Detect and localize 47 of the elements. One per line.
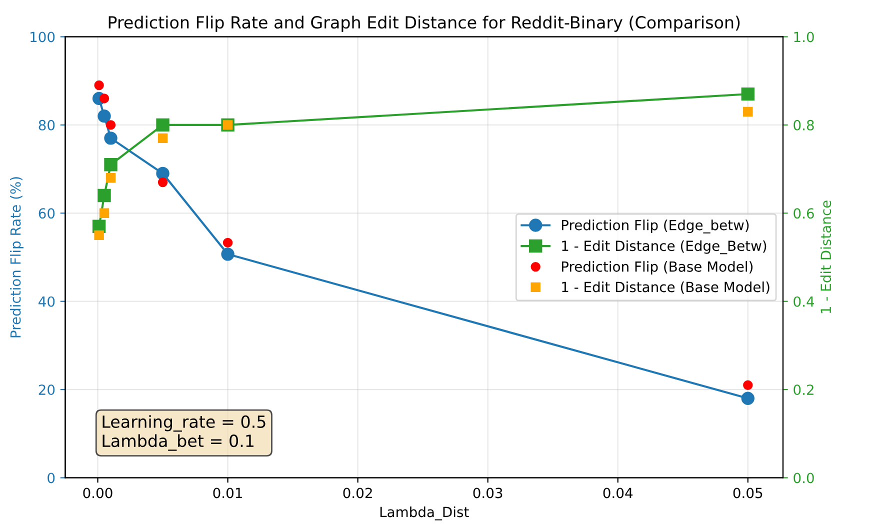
point — [94, 230, 104, 240]
point — [158, 177, 168, 188]
y2-tick-label: 0.0 — [794, 472, 814, 484]
point — [98, 188, 111, 202]
point — [99, 208, 110, 218]
point — [94, 80, 104, 90]
legend-label: 1 - Edit Distance (Base Model) — [562, 281, 770, 294]
point — [743, 106, 753, 117]
x-tick-label: 0.00 — [83, 488, 112, 498]
point — [104, 158, 118, 172]
point — [743, 380, 753, 390]
point — [99, 94, 110, 104]
x-tick-label: 0.05 — [733, 488, 762, 498]
point — [222, 238, 233, 248]
y2-tick-label: 1.0 — [794, 32, 814, 42]
annotation: Learning_rate = 0.5 Lambda_bet = 0.1 — [102, 415, 266, 451]
point — [98, 110, 111, 123]
x-tick-label: 0.02 — [343, 488, 372, 498]
x-axis-title: Lambda_Dist — [380, 506, 469, 520]
y2-axis-title: 1 - Edit Distance — [820, 200, 832, 314]
legend-label: 1 - Edit Distance (Edge_Betw) — [562, 240, 766, 254]
point — [156, 166, 170, 180]
y-tick-label: 0 — [48, 472, 55, 484]
point — [104, 132, 118, 145]
point — [741, 87, 754, 101]
point — [221, 248, 234, 261]
y2-tick-label: 0.2 — [794, 384, 814, 396]
x-tick-label: 0.04 — [603, 488, 633, 498]
y-tick-label: 100 — [30, 32, 55, 42]
point — [106, 173, 116, 183]
y-tick-label: 20 — [38, 384, 55, 396]
point — [156, 118, 170, 132]
legend-label: Prediction Flip (Edge_betw) — [562, 220, 749, 234]
y-tick-label: 60 — [38, 208, 55, 219]
x-tick-label: 0.03 — [473, 488, 502, 498]
y-tick-label: 80 — [38, 120, 55, 130]
point — [106, 120, 116, 130]
y-axis-title: Prediction Flip Rate (%) — [10, 177, 24, 338]
point — [158, 133, 168, 144]
y2-tick-label: 0.6 — [794, 208, 814, 219]
y-tick-label: 40 — [38, 296, 55, 307]
chart-title: Prediction Flip Rate and Graph Edit Distance for Reddit-Binary (Comparison) — [108, 16, 740, 32]
x-tick-label: 0.01 — [213, 488, 242, 498]
legend-label: Prediction Flip (Base Model) — [562, 261, 753, 275]
y2-tick-label: 0.8 — [794, 120, 814, 130]
point — [741, 392, 754, 405]
y2-tick-label: 0.4 — [794, 296, 814, 307]
